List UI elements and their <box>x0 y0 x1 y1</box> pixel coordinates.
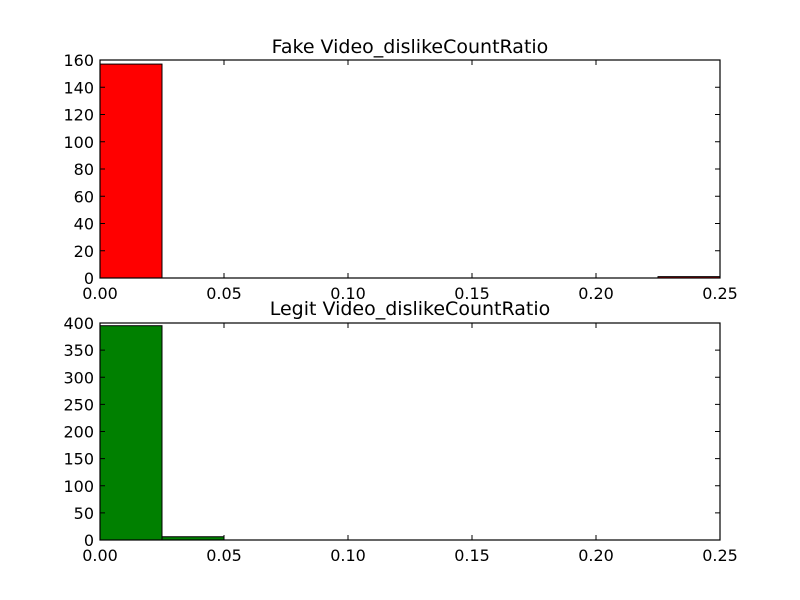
y-tick-label: 80 <box>74 160 94 179</box>
x-tick-label: 0.20 <box>578 546 614 565</box>
chart-title: Legit Video_dislikeCountRatio <box>270 298 551 320</box>
axes-frame <box>99 322 721 541</box>
y-tick-label: 140 <box>63 78 94 97</box>
x-tick-label: 0.20 <box>578 284 614 303</box>
y-tick-label: 40 <box>74 215 94 234</box>
x-tick-label: 0.00 <box>82 284 118 303</box>
y-tick-label: 250 <box>63 395 94 414</box>
x-tick-label: 0.05 <box>206 284 242 303</box>
chart-title: Fake Video_dislikeCountRatio <box>272 36 549 58</box>
y-tick-label: 400 <box>63 314 94 333</box>
y-tick-label: 120 <box>63 106 94 125</box>
x-tick-label: 0.25 <box>702 546 738 565</box>
y-tick-label: 0 <box>84 531 94 550</box>
y-tick-label: 200 <box>63 423 94 442</box>
y-tick-label: 160 <box>63 51 94 70</box>
y-tick-label: 350 <box>63 341 94 360</box>
y-tick-label: 0 <box>84 269 94 288</box>
x-tick-label: 0.15 <box>454 284 490 303</box>
fake-video-histogram: Fake Video_dislikeCountRatio 0.00 0.05 0.1… <box>63 36 737 303</box>
histogram-bar <box>99 63 163 279</box>
y-tick-label: 150 <box>63 450 94 469</box>
y-tick-label: 60 <box>74 187 94 206</box>
y-tick-label: 100 <box>63 133 94 152</box>
y-tick-label: 300 <box>63 368 94 387</box>
y-tick-label: 50 <box>74 504 94 523</box>
x-tick-label: 0.05 <box>206 546 242 565</box>
axes-frame <box>99 59 721 279</box>
histogram-bar <box>99 325 163 541</box>
legit-video-histogram: Legit Video_dislikeCountRatio 0.00 0.05 0.… <box>63 298 737 565</box>
x-tick-label: 0.10 <box>330 284 366 303</box>
y-tick-label: 20 <box>74 242 94 261</box>
x-tick-label: 0.10 <box>330 546 366 565</box>
x-tick-label: 0.15 <box>454 546 490 565</box>
y-tick-label: 100 <box>63 477 94 496</box>
x-tick-label: 0.25 <box>702 284 738 303</box>
x-tick-label: 0.00 <box>82 546 118 565</box>
